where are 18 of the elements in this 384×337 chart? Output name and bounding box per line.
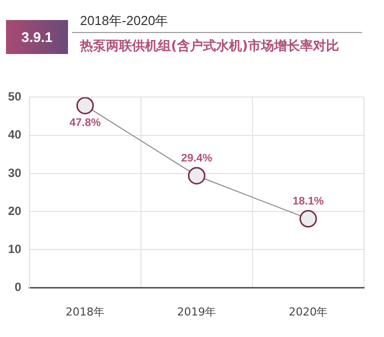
y-tick-label: 40 <box>8 128 22 142</box>
y-tick-label: 30 <box>8 166 22 180</box>
x-tick-label: 2018年 <box>66 305 105 318</box>
y-tick-label: 0 <box>14 280 22 294</box>
section-badge: 3.9.1 <box>6 20 68 54</box>
y-tick-label: 50 <box>8 90 22 104</box>
data-label: 29.4% <box>181 152 212 164</box>
point <box>299 210 317 228</box>
point <box>188 166 206 184</box>
point <box>76 97 94 114</box>
chart-title: 热泵两联供机组(含户式水机)市场增长率对比 <box>80 38 339 55</box>
y-tick-label: 20 <box>8 204 22 218</box>
x-tick-label: 2019年 <box>177 305 216 318</box>
data-label: 18.1% <box>292 195 324 208</box>
x-tick-label: 2020年 <box>288 305 328 318</box>
chart-subtitle: 2018年-2020年 <box>80 12 168 30</box>
data-label: 47.8% <box>70 117 101 130</box>
y-tick-label: 10 <box>8 242 22 256</box>
